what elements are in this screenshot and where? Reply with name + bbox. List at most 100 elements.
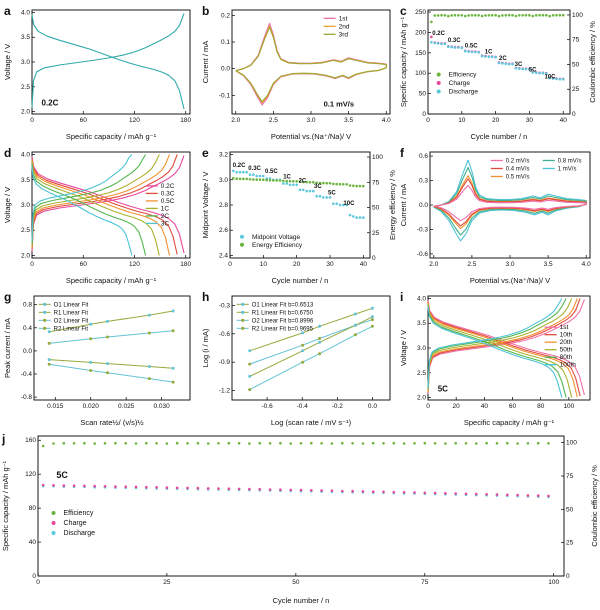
svg-text:3.0: 3.0 (306, 117, 315, 124)
svg-text:25: 25 (566, 540, 574, 547)
series-efficiency-point (495, 442, 499, 445)
series-energy-efficiency-point (282, 179, 285, 183)
series-discharge-point (450, 45, 453, 49)
series-efficiency-point (548, 14, 551, 18)
svg-text:-0.3: -0.3 (417, 226, 429, 233)
series-efficiency-point (475, 442, 478, 445)
svg-text:50: 50 (292, 579, 300, 586)
y2-axis-label: Coulombic efficiency / % (590, 465, 599, 547)
svg-text:-0.4: -0.4 (21, 371, 33, 378)
series-efficiency-point (433, 14, 437, 17)
series-efficiency-point (83, 441, 86, 445)
series-O2-point (147, 331, 151, 335)
series-50th (427, 298, 573, 391)
panel-b-cv-cycles: b 2.0 2.5 3.0 3.5 4.0 -0.1 0.0 0.1 0.2 Potential v… (200, 2, 398, 142)
series-efficiency-point (258, 441, 262, 445)
legend-label: Midpoint Voltage (252, 234, 300, 241)
series-energy-efficiency-point (355, 184, 358, 188)
legend-label: O2 Linear Fit (54, 318, 89, 324)
series-midpoint-voltage-point (348, 213, 352, 217)
annotation: 1C (283, 175, 291, 181)
series-charge-point (175, 486, 179, 490)
axes: 0 20 40 60 80 100 2.0 2.5 3.0 3.5 4.0 (417, 295, 575, 410)
annotation: 10C (343, 201, 355, 207)
series-efficiency-point (518, 14, 521, 17)
series-0.8 mV/s (433, 166, 587, 236)
y2-axis-label: Energy efficiency / % (388, 170, 397, 240)
series-discharge-point (531, 71, 535, 74)
series-80th (427, 305, 567, 398)
series-charge-point (506, 493, 509, 497)
series-discharge-point (443, 42, 447, 46)
panel-d-chart: d 0 60 120 180 2.0 2.5 3.0 3.5 4.0 Specific capaci… (3, 146, 192, 285)
legend-label: 1C (161, 205, 170, 212)
legend-label: 1 mV/s (558, 166, 577, 172)
y2-axis-label: Coulombic efficiency / % (588, 21, 597, 103)
legend-label: Energy Efficiency (252, 242, 303, 249)
series-charge-point (330, 489, 334, 492)
series-efficiency-point (248, 442, 251, 445)
annotation: 5C (438, 385, 448, 394)
svg-text:0: 0 (30, 261, 34, 268)
panel-f-chart: f 2.0 2.5 3.0 3.5 4.0 -0.6 -0.3 0.0 0.3 0.6 Potenti… (399, 146, 591, 285)
series-group (31, 154, 185, 256)
series-efficiency-point (430, 20, 433, 24)
series-R1-point (318, 337, 322, 340)
series-midpoint-voltage-point (312, 189, 315, 193)
y-axis-label: Log (i / mA) (201, 328, 210, 367)
legend-swatch (240, 242, 244, 247)
panel-c-rate-capability: c 0 10 20 30 40 0 50 100 150 200 250 0 25 50 75 100 Cycle… (398, 2, 598, 142)
series-2C (31, 164, 147, 256)
series-charge-point (72, 484, 76, 487)
series-discharge-point (528, 68, 531, 71)
series-efficiency-point (497, 14, 501, 18)
panel-j-long-cycling: j 0 25 50 75 100 0 40 80 120 160 0 25 50 75 100 Cycle nu… (0, 430, 600, 606)
svg-text:0: 0 (372, 255, 376, 262)
panel-g-chart: g 0.015 0.020 0.025 0.030 -0.8 -0.4 0.0 0.4 0.8 Sc… (3, 290, 191, 427)
series-R2-point (47, 362, 51, 366)
series-charge-point (124, 485, 127, 488)
series-discharge-point (497, 61, 501, 65)
svg-text:3.0: 3.0 (417, 345, 426, 352)
series-charge-point (341, 489, 344, 493)
series-charge-point (444, 492, 447, 495)
svg-text:180: 180 (180, 117, 191, 124)
panel-letter-g: g (4, 290, 11, 304)
annotation: 2C (499, 56, 507, 62)
series-midpoint-voltage-point (295, 183, 298, 187)
svg-text:2.8: 2.8 (219, 202, 228, 209)
y-axis-label: Specific capacity / mAh g⁻¹ (399, 16, 408, 107)
series-efficiency-point (114, 441, 117, 445)
series-charge-point (423, 491, 427, 495)
series-efficiency-point (299, 442, 303, 445)
series-discharge-point (507, 62, 511, 66)
svg-text:-1.2: -1.2 (219, 388, 231, 395)
series-energy-efficiency-point (272, 179, 275, 182)
panel-letter-e: e (202, 146, 209, 160)
annotation: 0.5C (465, 43, 478, 49)
series-1C (31, 154, 160, 247)
series-efficiency-point (501, 14, 504, 17)
svg-text:100: 100 (572, 12, 583, 19)
series-efficiency-point (545, 13, 548, 17)
series-efficiency-point (52, 442, 55, 445)
series-discharge-point (436, 42, 440, 45)
series-energy-efficiency-point (335, 182, 338, 186)
series-charge-point (155, 486, 158, 489)
panel-g-peak-current-fit: g 0.015 0.020 0.025 0.030 -0.8 -0.4 0.0 0.4 0.8 Sc… (2, 288, 198, 428)
annotation: 0.3C (448, 38, 461, 44)
series-charge-point (62, 484, 66, 487)
series-efficiency-point (155, 442, 158, 445)
annotation: 0.1 mV/s (324, 100, 354, 109)
svg-text:0.4: 0.4 (23, 325, 32, 332)
svg-text:3.5: 3.5 (21, 34, 30, 41)
series-3C (31, 154, 133, 242)
series-efficiency-point (62, 441, 66, 445)
series-efficiency-point (504, 14, 508, 17)
annotations: 5C (56, 470, 68, 480)
plot-frame (231, 295, 391, 401)
panel-letter-a: a (4, 4, 11, 18)
series-midpoint-voltage-point (328, 196, 332, 199)
